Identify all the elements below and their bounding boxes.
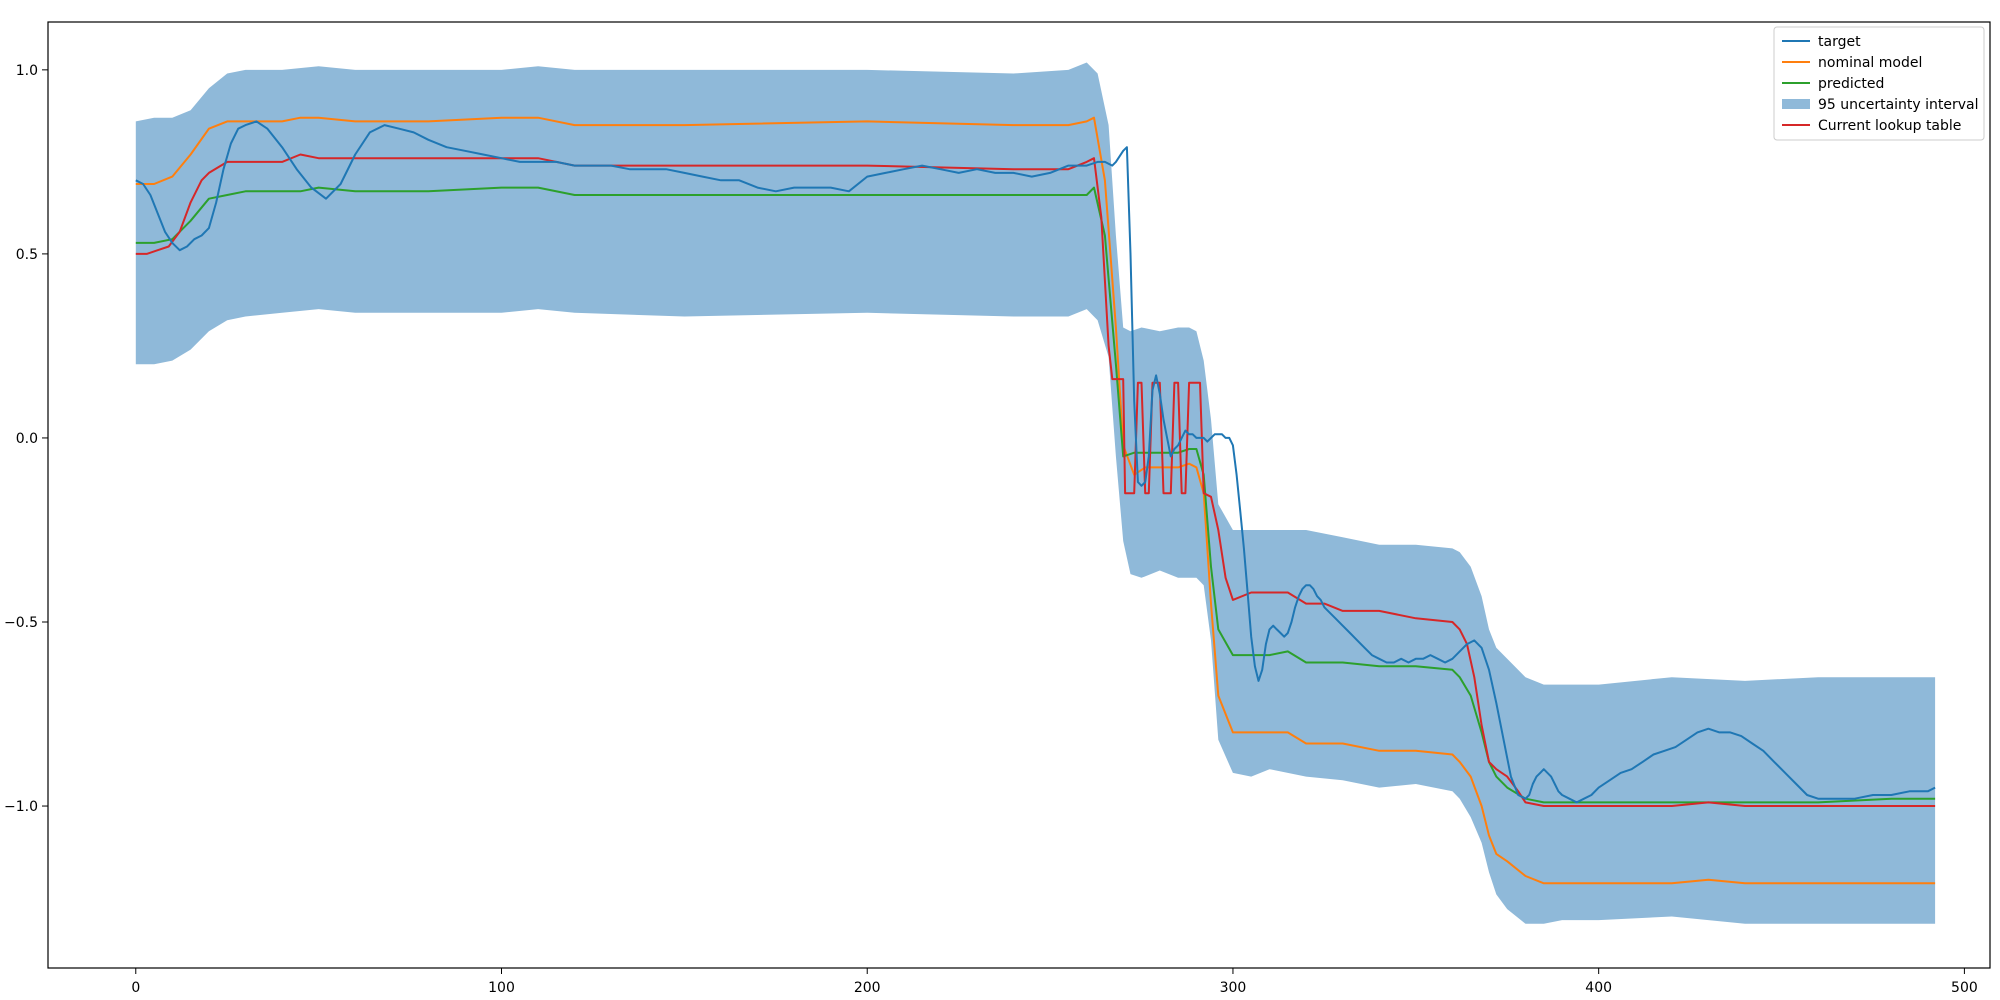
x-axis-ticks: 0 100 200 300 400 500	[131, 968, 1978, 996]
legend-label-95-uncertainty-interval: 95 uncertainty interval	[1818, 97, 1979, 113]
legend-box	[1773, 26, 1985, 141]
x-tick-label: 500	[1951, 980, 1978, 996]
series-line-nominal-model	[135, 116, 1936, 885]
uncertainty-band	[135, 62, 1936, 924]
plot-frame	[47, 21, 1991, 969]
y-tick-label: 0.0	[16, 431, 38, 447]
legend-items: target nominal model predicted 95 uncertain…	[1782, 34, 1979, 134]
legend: target nominal model predicted 95 uncertain…	[1773, 26, 1985, 141]
x-tick-label: 300	[1220, 980, 1247, 996]
x-tick-label: 200	[854, 980, 881, 996]
series-line-current-lookup-table	[135, 153, 1936, 807]
x-tick-label: 400	[1585, 980, 1612, 996]
y-tick-label: 0.5	[16, 247, 38, 263]
series-layer	[135, 116, 1936, 885]
x-tick-label: 0	[131, 980, 140, 996]
y-tick-label: −0.5	[4, 615, 38, 631]
legend-label-nominal-model: nominal model	[1818, 55, 1922, 71]
legend-label-target: target	[1818, 34, 1861, 50]
legend-label-predicted: predicted	[1818, 76, 1884, 92]
y-axis-ticks: 1.0 0.5 0.0 −0.5 −1.0	[4, 63, 48, 815]
series-line-predicted	[135, 186, 1936, 804]
x-tick-label: 100	[488, 980, 515, 996]
legend-label-current-lookup-table: Current lookup table	[1818, 118, 1961, 134]
uncertainty-band-layer	[135, 62, 1936, 924]
legend-swatch-95-uncertainty-interval	[1782, 99, 1810, 109]
series-line-target	[135, 120, 1936, 804]
y-tick-label: −1.0	[4, 799, 38, 815]
y-tick-label: 1.0	[16, 63, 38, 79]
